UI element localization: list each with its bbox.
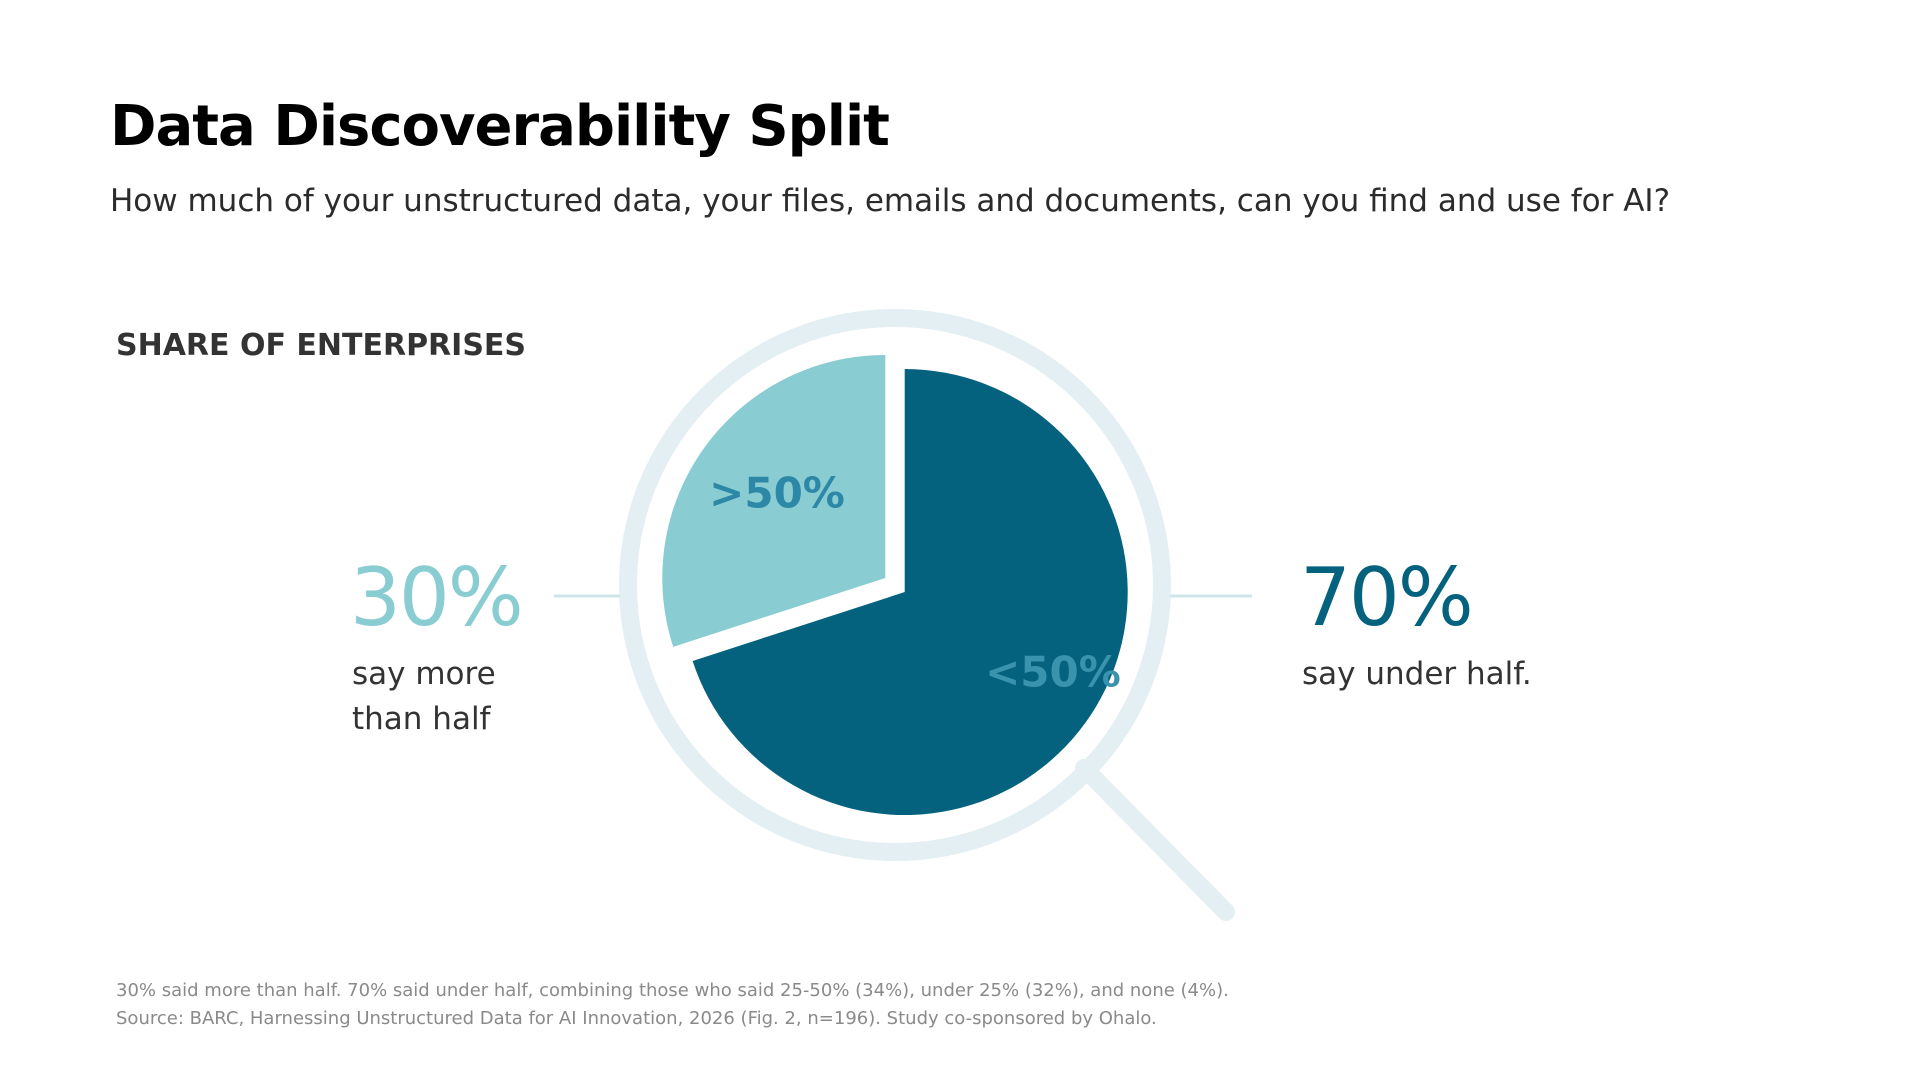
magnifier-handle xyxy=(1075,759,1235,921)
magnifying-glass-icon xyxy=(619,309,1235,921)
page-title: Data Discoverability Split xyxy=(110,94,890,159)
pie-slice-more-than-half xyxy=(662,354,886,647)
pie-slice-label-more-than-half: >50% xyxy=(709,468,845,517)
footnote-source: Source: BARC, Harnessing Unstructured Da… xyxy=(116,1008,1157,1029)
left-callout-percent: 30% xyxy=(350,551,524,644)
pie-slice-labels: >50% <50% xyxy=(709,468,1121,696)
footnote-summary: 30% said more than half. 70% said under … xyxy=(116,980,1229,1001)
magnifier-ring xyxy=(619,309,1171,861)
right-callout-percent: 70% xyxy=(1300,551,1474,644)
right-callout-text: say under half. xyxy=(1302,656,1532,692)
pie-slice-under-half xyxy=(692,369,1128,816)
section-label: SHARE OF ENTERPRISES xyxy=(116,328,527,363)
pie-slice-label-under-half: <50% xyxy=(985,648,1121,697)
page-subtitle: How much of your unstructured data, your… xyxy=(110,183,1671,219)
pie-slices xyxy=(662,354,1128,816)
left-callout-text: say more than half xyxy=(352,656,496,737)
